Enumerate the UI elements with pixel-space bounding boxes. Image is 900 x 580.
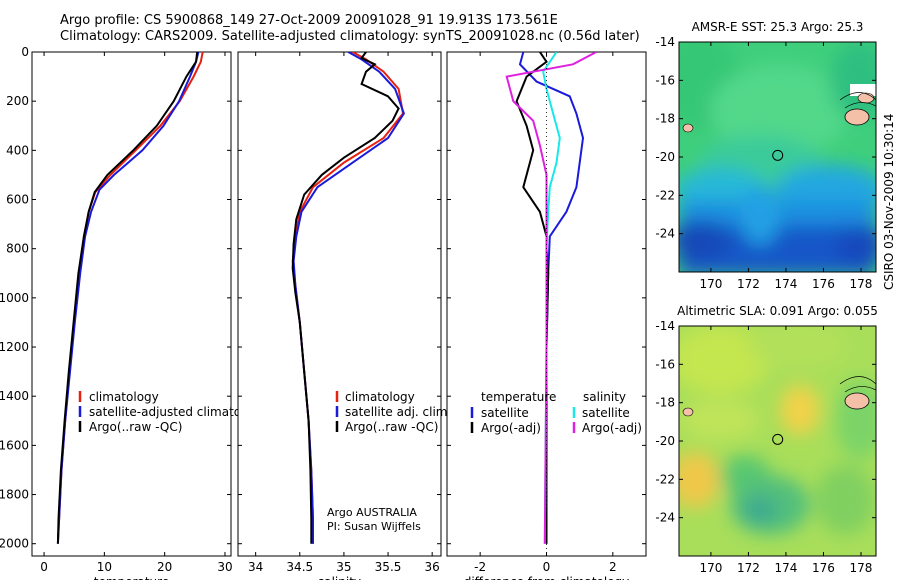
sla_map-xtick-label: 178 — [850, 561, 873, 575]
difference-series-temperature-argo-adj- — [515, 52, 550, 544]
sst_map-title: AMSR-E SST: 25.3 Argo: 25.3 — [692, 20, 864, 34]
difference-panel: -2 0 2difference from climatology temperatu… — [446, 51, 647, 580]
temperature-ytick-label: 1800 — [0, 488, 29, 502]
difference-legend-title-salinity: salinity — [583, 390, 626, 404]
salinity-xtick-label: 34 — [248, 560, 263, 574]
sla_map-ytick-label: -14 — [655, 319, 675, 333]
sst_map-ytick-label: -22 — [655, 188, 675, 202]
sla_map-xtick-label: 170 — [699, 561, 722, 575]
temperature-series-argo-raw-qc- — [56, 52, 199, 544]
salinity-xlabel: salinity — [318, 575, 361, 580]
salinity-series-argo-raw-qc- — [291, 52, 400, 544]
salinity-legend-label: satellite adj. clim. — [345, 405, 451, 419]
sst_map-ytick-label: -20 — [655, 150, 675, 164]
temperature-xtick-label: 0 — [40, 560, 48, 574]
sst-map-image — [679, 42, 876, 272]
sla_map-ytick-label: -22 — [655, 472, 675, 486]
temperature-axes-box — [31, 51, 232, 557]
temperature-ytick-label: 600 — [6, 193, 29, 207]
difference-xlabel: difference from climatology — [464, 575, 630, 580]
climatology-title: Climatology: CARS2009. Satellite-adjuste… — [60, 29, 640, 44]
temperature-legend-label: Argo(..raw -QC) — [89, 420, 182, 434]
salinity-annotation: PI: Susan Wijffels — [327, 520, 421, 533]
profile-title: Argo profile: CS 5900868_149 27-Oct-2009… — [60, 13, 558, 28]
temperature-ytick-label: 1400 — [0, 389, 29, 403]
temperature-xtick-label: 10 — [97, 560, 112, 574]
sst_map-xtick-label: 170 — [699, 277, 722, 291]
salinity-legend-label: Argo(..raw -QC) — [345, 420, 438, 434]
salinity-xtick-label: 35 — [336, 560, 351, 574]
temperature-xtick-label: 20 — [157, 560, 172, 574]
sla_map-title: Altimetric SLA: 0.091 Argo: 0.055 — [677, 304, 878, 318]
sla_map-argo-location-marker — [772, 433, 784, 445]
temperature-ytick-label: 800 — [6, 242, 29, 256]
salinity-xtick-label: 34.5 — [286, 560, 313, 574]
difference-legend-label: satellite — [582, 406, 630, 420]
difference-legend-title-temperature: temperature — [481, 390, 556, 404]
salinity-axes-box — [237, 51, 442, 557]
temperature-ytick-label: 2000 — [0, 537, 29, 551]
difference-legend-label: satellite — [481, 406, 529, 420]
sla_map-ytick-label: -16 — [655, 357, 675, 371]
temperature-ytick-label: 1600 — [0, 438, 29, 452]
sla_map-xtick-label: 176 — [812, 561, 835, 575]
difference-xtick-label: -2 — [474, 560, 486, 574]
sst_map-ytick-label: -18 — [655, 112, 675, 126]
sla_map-xtick-label: 172 — [737, 561, 760, 575]
temperature-xlabel: temperature — [94, 575, 169, 580]
temperature-legend-label: satellite-adjusted climatology — [89, 405, 267, 419]
difference-xtick-label: 0 — [543, 560, 551, 574]
sla_map-ytick-label: -20 — [655, 434, 675, 448]
temperature-ytick-label: 200 — [6, 94, 29, 108]
temperature-ytick-label: 400 — [6, 143, 29, 157]
salinity-legend-label: climatology — [345, 390, 415, 404]
sla-map-panel: Altimetric SLA: 0.091 Argo: 0.055 170 172 1… — [655, 304, 877, 575]
salinity-annotation: Argo AUSTRALIA — [327, 506, 417, 519]
difference-legend-label: Argo(-adj) — [582, 421, 642, 435]
sst_map-xtick-label: 176 — [812, 277, 835, 291]
temperature-xtick-label: 30 — [217, 560, 232, 574]
sla_map-xtick-label: 174 — [774, 561, 797, 575]
sst_map-ytick-label: -24 — [655, 227, 675, 241]
sst_map-ytick-label: -14 — [655, 35, 675, 49]
difference-legend-label: Argo(-adj) — [481, 421, 541, 435]
temperature-legend-label: climatology — [89, 390, 159, 404]
salinity-xtick-label: 36 — [425, 560, 440, 574]
sla_map-ytick-label: -24 — [655, 511, 675, 525]
sst_map-xtick-label: 172 — [737, 277, 760, 291]
sst_map-argo-location-marker — [772, 149, 784, 161]
difference-xtick-label: 2 — [609, 560, 617, 574]
sst_map-xtick-label: 174 — [774, 277, 797, 291]
salinity-xtick-label: 35.5 — [375, 560, 402, 574]
temperature-ytick-label: 1200 — [0, 340, 29, 354]
temperature-ytick-label: 1000 — [0, 291, 29, 305]
salinity-panel: 34 34.5 35 35.5 36 salinity climatologysatelli… — [237, 51, 451, 580]
difference-series-salinity-argo-adj- — [505, 52, 597, 544]
sst-map-panel: AMSR-E SST: 25.3 Argo: 25.3 170 172 174 176 1… — [655, 20, 877, 291]
sla_map-ytick-label: -18 — [655, 396, 675, 410]
temperature-ytick-label: 0 — [21, 45, 29, 59]
temperature-panel: 0 10 20 30 0 200 400 600 800 1000 1200 1400 1600 1800… — [0, 45, 267, 580]
sst_map-ytick-label: -16 — [655, 73, 675, 87]
sst_map-xtick-label: 178 — [850, 277, 873, 291]
sla-map-image — [679, 326, 876, 556]
